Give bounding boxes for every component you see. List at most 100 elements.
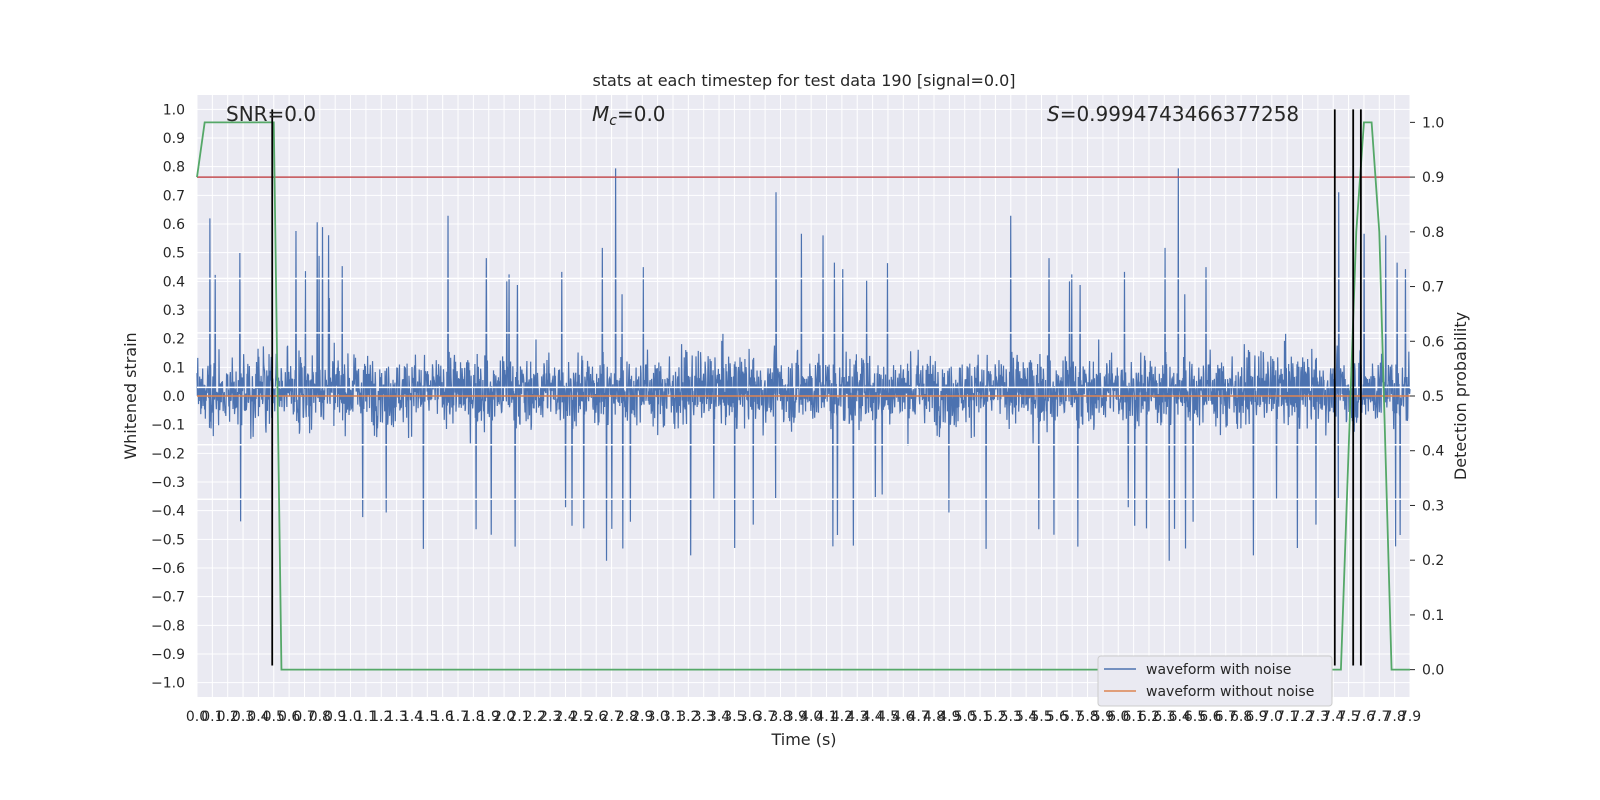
x-tick-label: 6.1	[1122, 709, 1144, 725]
x-tick-label: 3.5	[723, 709, 745, 725]
y-tick-label-left: 0.7	[163, 188, 185, 204]
x-tick-label: 4.8	[923, 709, 945, 725]
x-tick-label: 1.8	[462, 709, 484, 725]
y-tick-label-left: 1.0	[163, 102, 185, 118]
x-tick-label: 3.9	[785, 709, 807, 725]
x-tick-label: 2.8	[616, 709, 638, 725]
detection-probability-line	[196, 121, 1410, 671]
x-tick-label: 1.3	[385, 709, 407, 725]
legend: waveform with noise waveform without noi…	[1097, 655, 1333, 707]
y-tick-labels-right: 1.0 0.9 0.8 0.7 0.6 0.5 0.4 0.3 0.2 0.1 0.0	[1410, 115, 1444, 679]
x-tick-label: 1.6	[432, 709, 454, 725]
y-tick-label-right: 0.0	[1422, 663, 1444, 679]
x-tick-label: 6.0	[1107, 709, 1129, 725]
x-tick-label: 0.4	[247, 709, 269, 725]
x-tick-label: 7.9	[1399, 709, 1421, 725]
detection-score-value: =0.9994743466377258	[1060, 102, 1299, 126]
y-tick-label-left: −0.6	[151, 561, 185, 577]
white-bands	[197, 277, 1410, 500]
x-tick-label: 4.5	[877, 709, 899, 725]
x-tick-label: 0.1	[201, 709, 223, 725]
detection-probability-series	[196, 121, 1410, 671]
y-tick-label-left: 0.9	[163, 131, 185, 147]
y-tick-label-right: 0.1	[1422, 608, 1444, 624]
x-tick-label: 5.9	[1092, 709, 1114, 725]
y-tick-label-left: 0.3	[163, 303, 185, 319]
x-tick-label: 5.8	[1076, 709, 1098, 725]
y-tick-label-left: 0.0	[163, 389, 185, 405]
x-tick-label: 2.6	[585, 709, 607, 725]
x-tick-label: 6.5	[1184, 709, 1206, 725]
y-tick-label-left: −0.7	[151, 590, 185, 606]
x-tick-label: 6.6	[1199, 709, 1221, 725]
y-tick-label-left: 0.4	[163, 274, 185, 290]
waveform-with-noise-line	[196, 168, 1411, 561]
y-tick-label-left: −0.3	[151, 475, 185, 491]
x-tick-label: 1.2	[370, 709, 392, 725]
y-tick-labels-left: 1.0 0.9 0.8 0.7 0.6 0.5 0.4 0.3 0.2 0.1 0.0 −0.1 −0.…	[151, 102, 185, 691]
legend-label-with-noise: waveform with noise	[1146, 662, 1291, 678]
y-tick-label-left: −0.5	[151, 532, 185, 548]
x-tick-label: 3.0	[647, 709, 669, 725]
y-tick-label-right: 0.5	[1422, 389, 1444, 405]
y-tick-label-right: 1.0	[1422, 115, 1444, 131]
x-tick-label: 2.4	[554, 709, 576, 725]
chirp-mass-symbol: M	[592, 102, 609, 126]
x-tick-label: 0.5	[263, 709, 285, 725]
x-axis-label: Time (s)	[770, 730, 836, 749]
vertical-markers	[271, 109, 1362, 666]
x-tick-label: 1.1	[355, 709, 377, 725]
y-tick-label-left: −0.2	[151, 446, 185, 462]
y-tick-label-right: 0.8	[1422, 225, 1444, 241]
x-tick-label: 7.5	[1337, 709, 1359, 725]
waveform-with-noise-series	[196, 168, 1411, 561]
y-tick-label-left: 0.6	[163, 217, 185, 233]
y-tick-label-right: 0.2	[1422, 553, 1444, 569]
x-tick-label: 6.2	[1138, 709, 1160, 725]
y-tick-label-left: 0.8	[163, 160, 185, 176]
x-tick-label: 3.6	[739, 709, 761, 725]
y-axis-label-left: Whitened strain	[121, 332, 140, 459]
x-tick-label: 0.2	[217, 709, 239, 725]
x-tick-label: 7.0	[1261, 709, 1283, 725]
x-tick-label: 7.1	[1276, 709, 1298, 725]
chart-title: stats at each timestep for test data 190…	[592, 71, 1015, 90]
y-tick-label-left: 0.2	[163, 332, 185, 348]
y-tick-label-left: −0.1	[151, 418, 185, 434]
x-tick-label: 4.4	[861, 709, 883, 725]
x-tick-label: 7.4	[1322, 709, 1344, 725]
x-tick-label: 1.0	[339, 709, 361, 725]
x-tick-label: 3.8	[769, 709, 791, 725]
x-tick-label: 4.6	[892, 709, 914, 725]
x-tick-label: 4.2	[831, 709, 853, 725]
x-tick-label: 0.8	[309, 709, 331, 725]
y-tick-label-left: −1.0	[151, 676, 185, 692]
x-tick-label: 7.6	[1353, 709, 1375, 725]
y-tick-label-right: 0.4	[1422, 444, 1444, 460]
y-tick-label-left: −0.8	[151, 618, 185, 634]
y-tick-label-right: 0.7	[1422, 280, 1444, 296]
x-tick-label: 7.7	[1368, 709, 1390, 725]
y-tick-label-left: 0.1	[163, 360, 185, 376]
y-tick-label-right: 0.9	[1422, 170, 1444, 186]
x-tick-label: 1.4	[401, 709, 423, 725]
x-tick-labels: 0.00.10.20.30.40.50.60.70.80.91.01.11.21…	[186, 709, 1421, 725]
x-tick-label: 6.8	[1230, 709, 1252, 725]
chirp-mass-subscript: c	[609, 113, 617, 129]
x-tick-label: 5.5	[1030, 709, 1052, 725]
legend-label-without-noise: waveform without noise	[1146, 684, 1314, 700]
chirp-mass-value: =0.0	[617, 102, 666, 126]
x-tick-label: 0.3	[232, 709, 254, 725]
x-tick-label: 5.0	[954, 709, 976, 725]
x-tick-label: 1.5	[416, 709, 438, 725]
x-tick-label: 5.1	[969, 709, 991, 725]
snr-annotation: SNR=0.0	[226, 102, 316, 126]
x-tick-label: 5.6	[1046, 709, 1068, 725]
x-tick-label: 5.2	[984, 709, 1006, 725]
x-tick-label: 0.7	[293, 709, 315, 725]
x-tick-label: 7.3	[1307, 709, 1329, 725]
x-tick-label: 4.1	[815, 709, 837, 725]
x-tick-label: 6.4	[1169, 709, 1191, 725]
x-tick-label: 3.3	[693, 709, 715, 725]
